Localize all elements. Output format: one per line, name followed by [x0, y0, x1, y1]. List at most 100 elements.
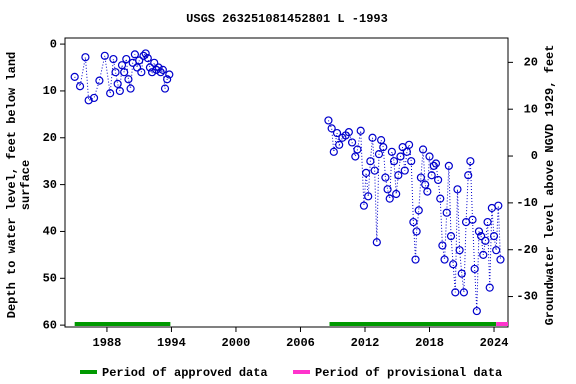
data-point: [449, 260, 458, 269]
data-point: [416, 173, 426, 182]
data-point: [120, 68, 129, 77]
data-point: [163, 75, 172, 84]
data-point: [411, 255, 420, 264]
data-point: [137, 68, 146, 77]
data-point: [418, 145, 428, 154]
data-point: [429, 161, 438, 170]
data-point: [385, 194, 394, 203]
data-point: [472, 306, 481, 316]
data-point: [381, 173, 390, 182]
data-point: [366, 157, 375, 166]
y-tick-label: 40: [43, 225, 57, 239]
x-tick-label: 2012: [351, 336, 380, 350]
data-point: [440, 255, 449, 264]
data-point: [423, 187, 432, 196]
y2-tick-label: 10: [524, 102, 538, 116]
data-point: [444, 161, 453, 170]
x-tick-label: 2000: [222, 336, 251, 350]
data-point: [377, 136, 386, 145]
data-point: [70, 72, 79, 81]
data-point: [351, 152, 360, 161]
y2-tick-label: -30: [516, 290, 538, 304]
data-point: [436, 194, 445, 203]
data-point: [425, 152, 434, 161]
data-point: [361, 168, 371, 177]
data-point: [477, 232, 486, 241]
data-point: [453, 185, 462, 194]
data-point: [421, 180, 430, 189]
data-point: [344, 128, 353, 137]
data-point: [402, 147, 412, 156]
data-point: [359, 201, 369, 210]
data-point: [150, 58, 159, 67]
data-point: [370, 166, 379, 175]
period-bar: [329, 322, 497, 326]
data-point: [489, 232, 499, 241]
data-point: [84, 96, 93, 105]
data-point: [414, 206, 423, 215]
data-point: [400, 166, 409, 175]
data-point: [156, 68, 165, 77]
data-point: [459, 288, 469, 297]
data-point: [324, 116, 333, 125]
data-point: [89, 93, 99, 103]
data-point: [396, 152, 405, 161]
data-point: [481, 236, 490, 245]
data-point: [379, 143, 388, 152]
data-point: [451, 288, 460, 297]
x-tick-label: 1994: [157, 336, 186, 350]
data-point: [353, 145, 362, 154]
y-tick-label: 10: [43, 84, 57, 98]
data-point: [442, 208, 451, 217]
data-point: [483, 217, 492, 227]
data-point: [496, 255, 505, 264]
data-point: [100, 51, 109, 60]
data-point: [364, 192, 373, 201]
data-point: [392, 189, 401, 199]
data-point: [492, 246, 501, 255]
data-point: [143, 54, 152, 63]
data-point: [374, 150, 384, 159]
data-point: [356, 126, 365, 135]
data-point: [141, 49, 150, 58]
data-point: [468, 215, 477, 224]
x-tick-label: 2018: [415, 336, 444, 350]
legend-label: Period of approved data: [102, 366, 268, 380]
plot-frame: [64, 37, 509, 328]
data-point: [81, 53, 90, 62]
data-point: [387, 147, 396, 156]
data-point: [407, 157, 416, 166]
data-point: [139, 51, 148, 60]
data-point: [95, 76, 104, 85]
data-point: [126, 84, 135, 93]
y-tick-label: 20: [43, 131, 57, 145]
y-tick-label: 30: [43, 178, 57, 192]
y2-tick-label: 20: [524, 56, 538, 70]
data-point: [427, 171, 436, 180]
data-point: [160, 84, 170, 93]
data-point: [368, 133, 377, 142]
data-point: [394, 171, 403, 180]
data-point: [122, 54, 131, 64]
data-point: [158, 65, 167, 74]
data-point: [113, 79, 122, 89]
data-point: [383, 185, 392, 194]
data-point: [434, 175, 443, 185]
y-tick-label: 60: [43, 318, 57, 332]
data-point: [135, 56, 144, 65]
data-point: [466, 157, 475, 166]
data-point: [130, 50, 139, 59]
data-point: [494, 201, 503, 210]
data-point: [124, 75, 133, 84]
y-tick-label: 50: [43, 271, 57, 285]
y2-tick-label: -20: [516, 243, 538, 257]
data-point: [132, 63, 142, 72]
data-point: [409, 217, 418, 227]
y2-axis-label: Groundwater level above NGVD 1929, feet: [543, 45, 557, 326]
data-point: [446, 232, 456, 241]
x-tick-label: 2024: [480, 336, 509, 350]
data-line: [74, 52, 501, 312]
data-point: [479, 250, 488, 259]
data-point: [111, 68, 120, 77]
